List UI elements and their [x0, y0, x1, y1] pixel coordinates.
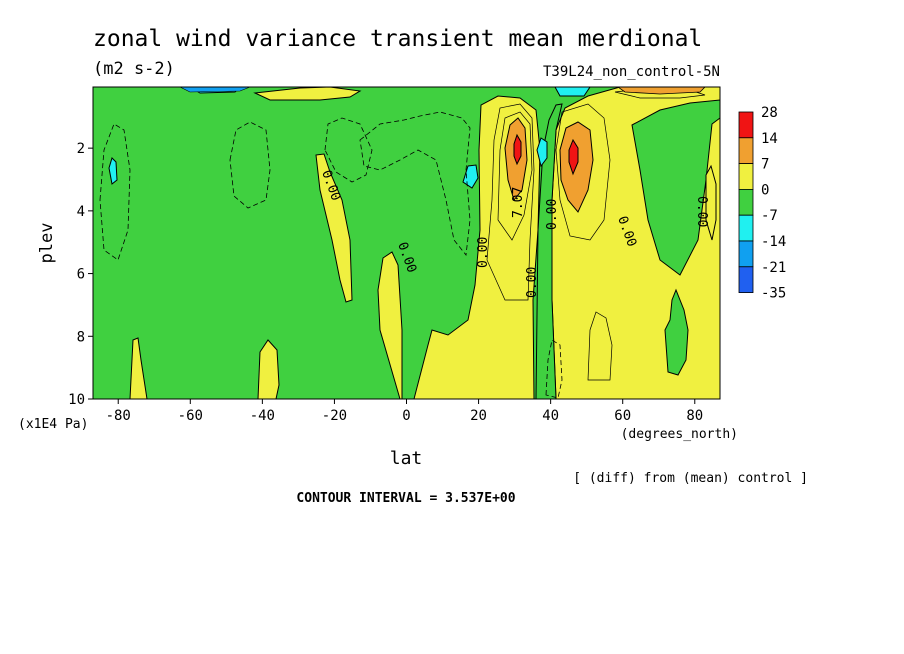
y-tick-label: 6 [77, 267, 85, 283]
x-tick-label: -40 [250, 408, 275, 424]
plot-area [93, 87, 720, 399]
contour-line-7c [497, 111, 533, 241]
legend-label: -35 [761, 286, 786, 302]
legend-label: 7 [761, 157, 769, 173]
y-axis-label: plev [37, 223, 57, 264]
y-tick-label: 8 [77, 329, 85, 345]
region-yellow-eq [377, 251, 403, 399]
legend-swatch [738, 111, 754, 139]
region-yellow-m40 [257, 339, 280, 399]
region-orange-47n [559, 121, 594, 213]
contour-label: 0.00 [525, 267, 540, 298]
legend-label: -21 [761, 260, 786, 276]
region-cyan-38n [536, 137, 548, 168]
y-axis: 2 4 6 8 10 [68, 141, 93, 408]
legend-swatch [738, 214, 754, 242]
region-yellow-sp [129, 337, 148, 399]
region-green-ne2 [705, 164, 717, 241]
contour-line-7d [587, 311, 613, 381]
legend-label: 0 [761, 182, 769, 198]
dashed-contours [99, 111, 563, 399]
x-axis: -80 -60 -40 -20 0 20 40 60 80 [106, 399, 703, 424]
region-red-47n [568, 138, 579, 176]
contour-label: 0.00 [694, 196, 709, 227]
footnote: [ (diff) from (mean) control ] [573, 471, 808, 486]
contour-line-7b [555, 103, 611, 241]
experiment-label: T39L24_non_control-5N [543, 64, 720, 80]
contour-label: 7.07 [511, 187, 526, 218]
y-tick-label: 4 [77, 204, 85, 220]
legend-swatch [738, 163, 754, 190]
region-yellow-top [253, 87, 362, 101]
region-yellow-m25 [315, 153, 353, 303]
legend-swatch [738, 240, 754, 268]
region-green-strip [535, 103, 563, 399]
region-red-30n [513, 133, 522, 166]
color-legend: 28 14 7 0 -7 -14 -21 -35 [738, 105, 786, 302]
contour-label: 0.00 [545, 199, 560, 230]
contour-line-7a [486, 103, 535, 301]
region-cyan-m82 [108, 157, 118, 185]
x-tick-label: 60 [614, 408, 631, 424]
x-axis-units: (degrees_north) [621, 427, 738, 442]
x-tick-label: -60 [178, 408, 203, 424]
top-band-cyan [179, 87, 251, 93]
legend-label: 28 [761, 105, 778, 121]
dashed-contour-eq [324, 117, 373, 183]
y-axis-units: (x1E4 Pa) [18, 417, 88, 432]
region-green-n [664, 288, 689, 376]
red-maxima [513, 133, 579, 176]
legend-label: -14 [761, 234, 786, 250]
dashed-contour-40n [545, 339, 563, 399]
top-band [617, 87, 706, 95]
x-tick-label: 80 [686, 408, 703, 424]
chart-title: zonal wind variance transient mean merdi… [93, 26, 702, 52]
y-tick-label: 2 [77, 141, 85, 157]
region-cyan-top2 [554, 87, 591, 97]
contour-interval: CONTOUR INTERVAL = 3.537E+00 [296, 491, 515, 506]
x-tick-label: 20 [470, 408, 487, 424]
legend-swatch [738, 188, 754, 216]
x-axis-label: lat [390, 448, 423, 469]
x-tick-label: -20 [322, 408, 347, 424]
negative-intrusions [535, 99, 720, 399]
dashed-contour-m85 [99, 123, 131, 261]
contour-label: 0.00 [476, 237, 491, 268]
x-tick-label: -80 [106, 408, 131, 424]
y-tick-label: 10 [68, 392, 85, 408]
legend-label: -7 [761, 208, 778, 224]
dashed-contour-m45 [229, 121, 271, 209]
legend-swatch [738, 266, 754, 293]
x-tick-label: 40 [542, 408, 559, 424]
x-tick-label: 0 [402, 408, 410, 424]
legend-swatch [738, 137, 754, 165]
dashed-contour-10n [359, 111, 471, 257]
units-label: (m2 s-2) [93, 59, 175, 79]
legend-label: 14 [761, 131, 778, 147]
